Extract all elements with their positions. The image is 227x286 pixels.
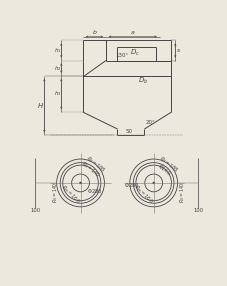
Text: $\Phi280$: $\Phi280$ [124, 181, 140, 189]
Text: $H$: $H$ [37, 101, 44, 110]
Text: $D_c$: $D_c$ [130, 48, 140, 58]
Text: $R_0=140$: $R_0=140$ [51, 181, 59, 203]
Text: $h_2$: $h_2$ [54, 64, 61, 73]
Text: $s$: $s$ [176, 47, 181, 54]
Text: $D_b$: $D_b$ [138, 76, 148, 86]
Text: 50: 50 [126, 129, 133, 134]
Text: 100: 100 [30, 208, 40, 213]
Text: 100: 100 [193, 208, 203, 213]
Text: $h_1$: $h_1$ [54, 46, 61, 55]
Circle shape [80, 182, 81, 183]
Text: $b$: $b$ [92, 28, 98, 36]
Text: $R_0=188$: $R_0=188$ [157, 154, 180, 175]
Text: $R_0=140$: $R_0=140$ [178, 181, 187, 203]
Text: $\Phi140$: $\Phi140$ [156, 162, 173, 177]
Text: $R_0=140$: $R_0=140$ [79, 159, 103, 180]
Text: $h_3$: $h_3$ [54, 90, 61, 98]
Text: $\Phi280$: $\Phi280$ [87, 187, 103, 195]
Text: $R_0=188$: $R_0=188$ [84, 154, 107, 175]
Text: 20°: 20° [146, 120, 156, 125]
Text: $a$: $a$ [130, 29, 136, 36]
Text: $R_m=160$: $R_m=160$ [59, 183, 82, 206]
Text: 130°: 130° [115, 53, 128, 58]
Text: $R_m=160$: $R_m=160$ [132, 183, 155, 206]
Circle shape [153, 182, 154, 183]
